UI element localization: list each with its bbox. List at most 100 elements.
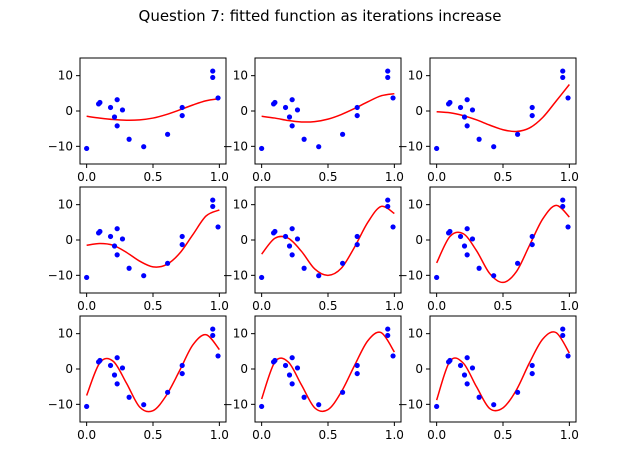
subplot-5: 0.0 0.5 1.0 −10 0 10	[223, 186, 404, 313]
data-point	[476, 265, 482, 271]
subplot-3: 0.0 0.5 1.0 −10 0 10	[398, 57, 579, 184]
data-point	[126, 394, 132, 400]
data-point	[385, 197, 391, 203]
data-point	[294, 236, 301, 242]
data-point	[107, 233, 114, 240]
x-tick-label: 1.0	[560, 428, 579, 442]
data-point	[565, 95, 571, 101]
data-point	[464, 381, 470, 387]
data-point	[282, 362, 289, 369]
x-tick-label: 0.0	[427, 170, 446, 184]
figure-title: Question 7: fitted function as iteration…	[139, 7, 502, 25]
y-tick-label: 10	[408, 69, 423, 83]
data-point	[259, 274, 265, 281]
data-point	[126, 265, 132, 271]
data-point	[469, 365, 476, 371]
data-point	[529, 112, 535, 119]
data-point	[114, 252, 120, 258]
x-tick-label: 0.5	[143, 299, 162, 313]
y-tick-label: 10	[233, 198, 248, 212]
fit-line	[261, 92, 395, 123]
data-point	[289, 381, 295, 387]
fit-line	[436, 84, 570, 133]
data-point	[84, 274, 90, 281]
data-point	[447, 228, 453, 235]
data-point	[210, 203, 216, 210]
x-tick-label: 0.0	[77, 170, 96, 184]
x-tick-label: 0.0	[252, 428, 271, 442]
data-point	[286, 372, 293, 378]
data-point	[97, 357, 103, 364]
data-point	[289, 123, 295, 129]
x-tick-label: 1.0	[385, 170, 404, 184]
data-point	[111, 243, 118, 249]
data-point	[286, 243, 293, 249]
y-tick-label: −10	[223, 397, 248, 411]
data-point	[141, 402, 147, 408]
fit-line	[86, 209, 220, 268]
data-point	[565, 353, 571, 359]
data-point	[215, 224, 221, 230]
y-tick-label: 0	[240, 104, 248, 118]
data-point	[447, 99, 453, 106]
x-tick-label: 1.0	[560, 299, 579, 313]
data-point	[119, 107, 126, 113]
data-point	[289, 355, 295, 361]
y-tick-label: 0	[65, 362, 73, 376]
y-tick-label: −10	[48, 397, 73, 411]
data-point	[560, 326, 566, 332]
data-point	[210, 74, 216, 81]
y-tick-label: 10	[58, 198, 73, 212]
data-point	[215, 353, 221, 359]
data-point	[107, 362, 114, 369]
x-tick-label: 0.5	[318, 170, 337, 184]
data-point	[84, 403, 90, 410]
y-tick-label: 0	[415, 104, 423, 118]
data-point	[464, 252, 470, 258]
data-point	[340, 131, 346, 137]
data-point	[457, 362, 464, 369]
x-tick-label: 1.0	[385, 299, 404, 313]
data-point	[286, 114, 293, 120]
data-point	[210, 197, 216, 203]
fit-line	[85, 333, 220, 413]
x-tick-label: 1.0	[210, 299, 229, 313]
data-point	[210, 326, 216, 332]
data-point	[354, 233, 360, 240]
y-tick-label: 10	[408, 198, 423, 212]
data-point	[491, 144, 497, 150]
data-point	[560, 203, 566, 210]
y-tick-label: 0	[65, 233, 73, 247]
y-tick-label: −10	[223, 268, 248, 282]
x-tick-label: 0.5	[493, 428, 512, 442]
data-point	[340, 389, 346, 395]
data-point	[114, 381, 120, 387]
data-point	[390, 95, 396, 101]
x-tick-label: 1.0	[560, 170, 579, 184]
y-tick-label: −10	[398, 268, 423, 282]
x-tick-label: 0.5	[318, 428, 337, 442]
data-point	[461, 114, 468, 120]
data-point	[464, 123, 470, 129]
fit-line	[260, 331, 395, 413]
data-point	[354, 112, 360, 119]
data-point	[354, 104, 360, 111]
data-point	[179, 241, 185, 248]
y-tick-label: −10	[223, 139, 248, 153]
y-tick-label: 10	[233, 327, 248, 341]
y-tick-label: −10	[48, 268, 73, 282]
data-point	[316, 273, 322, 279]
data-point	[294, 107, 301, 113]
y-tick-label: 0	[415, 362, 423, 376]
data-point	[354, 362, 360, 369]
data-point	[259, 403, 265, 410]
x-tick-label: 0.5	[143, 170, 162, 184]
x-tick-label: 0.0	[252, 170, 271, 184]
subplot-1: 0.0 0.5 1.0 −10 0 10	[48, 57, 229, 184]
data-point	[434, 274, 440, 281]
data-point	[282, 104, 289, 111]
data-point	[560, 332, 566, 339]
data-point	[354, 241, 360, 248]
x-tick-label: 0.0	[427, 428, 446, 442]
